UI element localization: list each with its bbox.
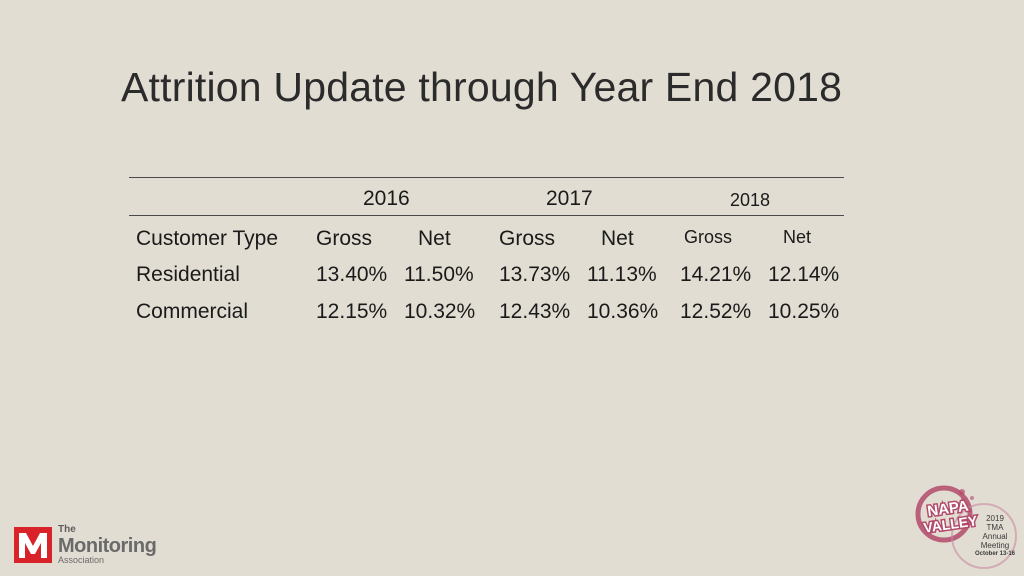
- table-cell: 12.14%: [768, 263, 840, 286]
- table-top-rule: [129, 177, 844, 178]
- customer-type-header: Customer Type: [136, 227, 279, 250]
- tma-logo-name: Monitoring: [58, 535, 157, 557]
- gross-2018-header: Gross: [684, 227, 733, 247]
- badge-dates: October 13-16: [974, 551, 1016, 557]
- slide-title: Attrition Update through Year End 2018: [121, 64, 843, 110]
- table-cell: 13.73%: [499, 263, 571, 286]
- badge-year: 2019: [986, 514, 1004, 523]
- wine-ring-icon: NAPA VALLEY: [915, 485, 1017, 569]
- net-2018-header: Net: [783, 227, 812, 247]
- badge-org: TMA: [986, 523, 1004, 532]
- year-2017-header: 2017: [546, 187, 593, 210]
- badge-event-line1: Annual: [982, 532, 1008, 541]
- table-cell: 11.13%: [587, 263, 657, 286]
- table-cell: 10.25%: [768, 300, 840, 323]
- gross-2016-header: Gross: [316, 227, 373, 250]
- net-2016-header: Net: [418, 227, 451, 250]
- table-cell: 12.43%: [499, 300, 571, 323]
- row-type-label: Residential: [136, 263, 240, 286]
- table-cell: 13.40%: [316, 263, 388, 286]
- table-header-rule: [129, 215, 844, 216]
- tma-logo: The Monitoring Association: [14, 524, 159, 566]
- badge-title-valley: VALLEY: [922, 512, 979, 535]
- gross-2017-header: Gross: [499, 227, 556, 250]
- net-2017-header: Net: [601, 227, 634, 250]
- year-2016-header: 2016: [363, 187, 410, 210]
- tma-m-icon: [14, 527, 52, 563]
- row-type-label: Commercial: [136, 300, 249, 323]
- table-cell: 14.21%: [680, 263, 752, 286]
- badge-event-line2: Meeting: [980, 541, 1010, 550]
- table-cell: 11.50%: [404, 263, 474, 286]
- year-2018-header: 2018: [730, 190, 771, 210]
- badge-info: 2019 TMA Annual Meeting October 13-16: [972, 514, 1018, 559]
- tma-logo-association: Association: [58, 555, 105, 565]
- table-cell: 12.15%: [316, 300, 388, 323]
- napa-valley-badge: NAPA VALLEY 2019 TMA Annual Meeting Octo…: [912, 484, 1017, 572]
- table-cell: 10.36%: [587, 300, 659, 323]
- table-cell: 10.32%: [404, 300, 476, 323]
- table-cell: 12.52%: [680, 300, 752, 323]
- tma-logo-the: The: [58, 524, 76, 535]
